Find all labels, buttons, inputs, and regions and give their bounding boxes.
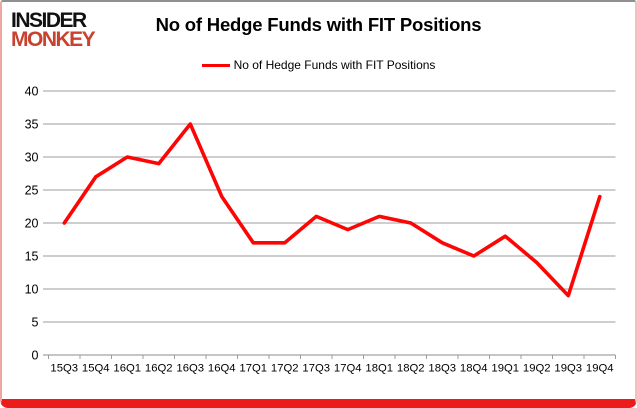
x-axis-label: 18Q2 (397, 363, 425, 375)
y-axis-label: 40 (25, 84, 39, 98)
x-axis-label: 17Q1 (239, 363, 267, 375)
x-axis-label: 15Q4 (82, 363, 110, 375)
x-axis-label: 18Q3 (428, 363, 456, 375)
x-axis-label: 18Q1 (365, 363, 393, 375)
y-axis-label: 0 (32, 348, 39, 362)
x-axis-label: 16Q2 (145, 363, 173, 375)
x-axis-label: 15Q3 (50, 363, 78, 375)
logo-word-insider: INSIDER (11, 9, 87, 32)
y-axis-label: 35 (25, 117, 39, 131)
x-axis-label: 17Q2 (271, 363, 299, 375)
y-axis-label: 20 (25, 216, 39, 230)
y-axis-label: 25 (25, 183, 39, 197)
x-axis-label: 19Q4 (586, 363, 614, 375)
x-axis-label: 19Q3 (554, 363, 582, 375)
x-axis-label: 17Q4 (334, 363, 362, 375)
y-axis-label: 15 (25, 249, 39, 263)
x-axis-label: 19Q1 (491, 363, 519, 375)
insider-monkey-logo: INSIDER MONKEY (11, 9, 96, 52)
x-axis-label: 17Q3 (302, 363, 330, 375)
legend-label: No of Hedge Funds with FIT Positions (233, 58, 436, 72)
y-axis-label: 30 (25, 150, 39, 164)
legend-line-swatch (201, 63, 230, 67)
x-axis-label: 19Q2 (523, 363, 551, 375)
x-axis-label: 18Q4 (460, 363, 488, 375)
y-axis-label: 10 (25, 282, 39, 296)
chart-title: No of Hedge Funds with FIT Positions (155, 14, 482, 35)
legend: No of Hedge Funds with FIT Positions (2, 58, 635, 72)
x-axis-label: 16Q4 (208, 363, 236, 375)
series-line (62, 122, 602, 298)
logo-word-monkey: MONKEY (11, 28, 96, 52)
x-axis-label: 16Q1 (113, 363, 141, 375)
x-axis-label: 16Q3 (176, 363, 204, 375)
y-axis-label: 5 (32, 315, 39, 329)
